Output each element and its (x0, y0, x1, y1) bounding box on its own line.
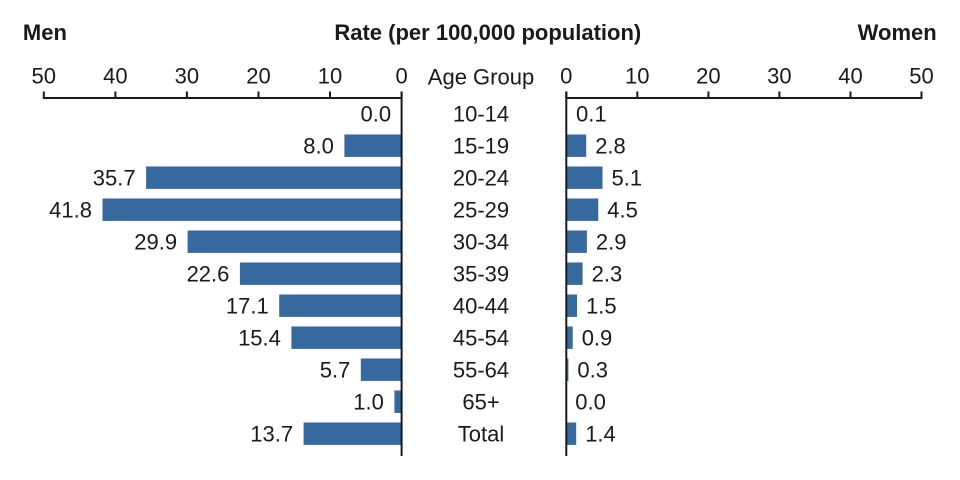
svg-text:30-34: 30-34 (453, 229, 509, 254)
svg-text:35.7: 35.7 (93, 165, 136, 190)
svg-text:0.0: 0.0 (575, 389, 606, 414)
svg-text:15-19: 15-19 (453, 133, 509, 158)
svg-text:Rate (per 100,000 population): Rate (per 100,000 population) (334, 20, 641, 45)
svg-text:55-64: 55-64 (453, 357, 509, 382)
svg-text:2.3: 2.3 (592, 261, 623, 286)
svg-text:0.1: 0.1 (576, 101, 607, 126)
svg-text:Men: Men (23, 20, 67, 45)
svg-text:10: 10 (318, 64, 342, 89)
svg-text:1.0: 1.0 (353, 389, 384, 414)
svg-text:25-29: 25-29 (453, 197, 509, 222)
svg-text:30: 30 (175, 64, 199, 89)
svg-text:20: 20 (246, 64, 270, 89)
svg-text:20-24: 20-24 (453, 165, 509, 190)
svg-text:15.4: 15.4 (238, 325, 281, 350)
svg-text:5.7: 5.7 (320, 357, 351, 382)
svg-text:40: 40 (838, 64, 862, 89)
svg-text:2.8: 2.8 (595, 133, 626, 158)
svg-text:0: 0 (395, 64, 407, 89)
svg-text:17.1: 17.1 (226, 293, 269, 318)
svg-text:Age Group: Age Group (428, 65, 534, 90)
svg-text:2.9: 2.9 (596, 229, 627, 254)
svg-text:22.6: 22.6 (187, 261, 230, 286)
svg-text:0.9: 0.9 (582, 325, 613, 350)
svg-text:0.3: 0.3 (577, 357, 608, 382)
svg-text:65+: 65+ (462, 389, 499, 414)
svg-text:10-14: 10-14 (453, 101, 509, 126)
svg-text:41.8: 41.8 (49, 197, 92, 222)
svg-text:10: 10 (625, 64, 649, 89)
svg-text:50: 50 (32, 64, 56, 89)
svg-text:4.5: 4.5 (607, 197, 638, 222)
svg-text:5.1: 5.1 (612, 165, 643, 190)
svg-text:35-39: 35-39 (453, 261, 509, 286)
svg-text:29.9: 29.9 (134, 229, 177, 254)
svg-text:45-54: 45-54 (453, 325, 509, 350)
svg-text:50: 50 (909, 64, 933, 89)
svg-text:0.0: 0.0 (361, 101, 392, 126)
svg-text:0: 0 (560, 64, 572, 89)
svg-text:Women: Women (858, 20, 937, 45)
svg-text:Total: Total (458, 421, 504, 446)
svg-text:1.4: 1.4 (585, 421, 616, 446)
svg-text:30: 30 (767, 64, 791, 89)
svg-text:8.0: 8.0 (303, 133, 334, 158)
svg-text:40: 40 (103, 64, 127, 89)
svg-text:13.7: 13.7 (250, 421, 293, 446)
svg-text:20: 20 (696, 64, 720, 89)
svg-text:1.5: 1.5 (586, 293, 617, 318)
svg-text:40-44: 40-44 (453, 293, 509, 318)
